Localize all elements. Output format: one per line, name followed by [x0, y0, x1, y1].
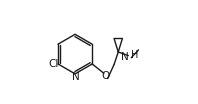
Text: O: O	[102, 71, 110, 81]
Text: H: H	[131, 50, 138, 60]
Text: N: N	[72, 72, 79, 82]
Text: N: N	[121, 52, 129, 62]
Text: Cl: Cl	[49, 59, 59, 69]
